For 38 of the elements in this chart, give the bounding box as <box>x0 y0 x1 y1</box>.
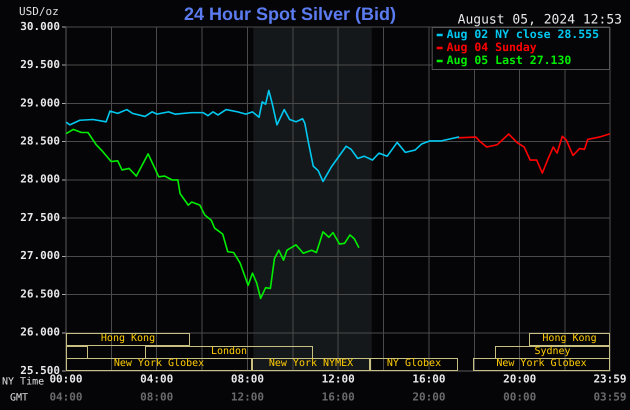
annotation: New York Globex <box>114 358 204 370</box>
x-axis-title: NY Time <box>2 376 44 388</box>
x2-tick-label: 12:00 <box>230 390 264 404</box>
legend-label: Aug 02 NY close 28.555 <box>446 26 600 41</box>
y-tick-label: 27.000 <box>20 249 60 262</box>
y-tick-label: 29.500 <box>20 58 60 72</box>
x-tick-label: 23:59 <box>593 372 627 386</box>
annotation: Hong Kong <box>542 333 597 344</box>
x2-tick-label: 20:00 <box>412 390 446 404</box>
x2-tick-label: 16:00 <box>322 390 355 404</box>
y-axis-title: USD/oz <box>19 4 59 18</box>
annotation: NY Globex <box>386 358 442 370</box>
x-tick-label: 08:00 <box>230 372 264 386</box>
x-tick-label: 20:00 <box>503 372 536 386</box>
annotation: New York NYMEX <box>268 358 354 370</box>
chart-subtitle: August 05, 2024 12:53 <box>458 12 622 28</box>
y-tick-label: 28.500 <box>20 134 60 148</box>
legend-label: Aug 04 Sunday <box>446 40 537 54</box>
y-tick-label: 28.000 <box>20 172 60 186</box>
x2-tick-label: 04:00 <box>49 390 83 404</box>
annotation: Hong Kong <box>100 333 156 344</box>
y-tick-label: 27.500 <box>20 210 60 224</box>
x2-tick-label: 08:00 <box>140 390 174 404</box>
x-tick-label: 16:00 <box>412 372 446 386</box>
y-tick-label: 26.000 <box>20 326 60 339</box>
x-tick-label: 04:00 <box>140 372 174 386</box>
y-tick-label: 30.000 <box>20 20 60 33</box>
x2-tick-label: 00:00 <box>503 390 536 404</box>
x2-tick-label: 03:59 <box>593 390 627 404</box>
annotation: New York Globex <box>496 358 587 370</box>
y-tick-label: 26.500 <box>20 287 60 300</box>
y-tick-label: 29.000 <box>20 96 60 110</box>
x-tick-label: 12:00 <box>322 372 355 386</box>
legend-label: Aug 05 Last 27.130 <box>446 52 572 67</box>
annotation: London <box>210 346 248 357</box>
x2-axis-title: GMT <box>10 392 28 404</box>
chart-title: 24 Hour Spot Silver (Bid) <box>184 4 396 24</box>
annotation: Sydney <box>534 346 571 357</box>
